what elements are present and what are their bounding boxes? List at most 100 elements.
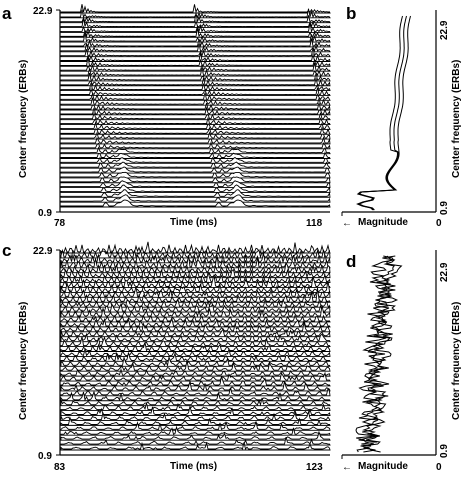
trace-line [60, 194, 331, 203]
trace-line [60, 33, 331, 43]
panel-b-y-bottom-label: 0.9 [439, 201, 450, 215]
trace-line [60, 67, 331, 77]
trace-line [60, 332, 331, 343]
trace-line [60, 77, 331, 87]
panel-d-x-axis-label: Magnitude [358, 461, 408, 472]
trace-line [60, 387, 331, 397]
trace-line [60, 441, 331, 451]
trace-line [60, 274, 331, 288]
trace-line [60, 397, 331, 407]
panel-c-x-right-label: 123 [306, 462, 323, 473]
trace-line [60, 425, 331, 436]
trace-line [60, 355, 331, 367]
trace-line [60, 322, 331, 333]
trace-line [60, 161, 331, 169]
spectrum-line [356, 15, 407, 211]
trace-line [60, 391, 331, 402]
trace-line [60, 261, 331, 274]
panel-a-traces [60, 4, 331, 208]
trace-line [60, 199, 331, 208]
trace-line [60, 82, 331, 92]
trace-line [60, 184, 331, 193]
panel-c-y-top-label: 22.9 [33, 246, 53, 257]
trace-line [60, 317, 331, 328]
trace-line [60, 156, 331, 164]
trace-line [60, 436, 331, 446]
panel-b-x-zero-label: 0 [436, 218, 442, 229]
panel-a-x-right-label: 118 [306, 218, 323, 229]
spectrum-line [362, 255, 403, 453]
panel-c-label: c [2, 241, 11, 260]
trace-line [60, 136, 331, 145]
trace-line [60, 376, 331, 387]
trace-line [60, 151, 331, 159]
trace-line [60, 416, 331, 426]
trace-line [60, 43, 331, 53]
panel-c-x-axis-label: Time (ms) [170, 461, 217, 472]
trace-line [60, 268, 331, 279]
trace-line [60, 117, 331, 125]
spectrum-line [355, 255, 395, 453]
trace-line [60, 360, 331, 372]
panel-b-x-axis-label: Magnitude [358, 217, 408, 228]
trace-line [60, 189, 331, 198]
panel-b-spectrum [356, 15, 411, 211]
panel-d-x-left-label: ← [342, 462, 352, 473]
panel-c: c 22.9 0.9 83 123 Time (ms) Center frequ… [2, 241, 331, 473]
panel-d-label: d [346, 252, 356, 271]
trace-line [60, 141, 331, 150]
panel-a-y-top-label: 22.9 [33, 6, 53, 17]
panel-a-y-axis-label: Center frequency (ERBs) [18, 60, 29, 178]
trace-line [60, 342, 331, 352]
trace-line [60, 336, 331, 348]
trace-line [60, 180, 331, 189]
trace-line [60, 430, 331, 441]
panel-a-y-bottom-label: 0.9 [38, 208, 52, 219]
panel-b-y-axis-label: Center frequency (ERBs) [451, 60, 462, 178]
panel-a: a 22.9 0.9 78 118 Time (ms) Center frequ… [2, 4, 331, 229]
trace-line [60, 92, 331, 101]
trace-line [60, 146, 331, 155]
panel-d-y-top-label: 22.9 [439, 262, 450, 282]
panel-b-x-left-label: ← [342, 218, 352, 229]
trace-line [60, 255, 331, 269]
trace-line [60, 381, 331, 392]
panel-c-y-axis-label: Center frequency (ERBs) [18, 302, 29, 420]
trace-line [60, 125, 331, 135]
panel-d: d ← Magnitude 0 0.9 22.9 Center frequenc… [341, 250, 462, 473]
panel-b-label: b [346, 4, 356, 23]
spectrum-line [357, 15, 411, 211]
trace-line [60, 241, 331, 254]
trace-line [60, 166, 331, 174]
spectrum-line [356, 15, 403, 211]
trace-line [60, 420, 331, 431]
trace-line [60, 371, 331, 382]
panel-a-label: a [2, 4, 12, 23]
trace-line [60, 305, 331, 318]
trace-line [60, 102, 331, 111]
trace-line [60, 351, 331, 362]
trace-line [60, 87, 331, 96]
trace-line [60, 271, 331, 283]
panel-d-spectrum [355, 255, 403, 453]
trace-line [60, 280, 331, 293]
trace-line [60, 176, 331, 184]
trace-line [60, 111, 331, 121]
trace-line [60, 4, 331, 14]
panel-b: b ← Magnitude 0 0.9 22.9 Center frequenc… [341, 4, 462, 229]
panel-a-x-left-label: 78 [54, 218, 66, 229]
panel-d-x-zero-label: 0 [436, 462, 442, 473]
panel-d-y-bottom-label: 0.9 [439, 444, 450, 458]
panel-a-x-axis-label: Time (ms) [170, 217, 217, 228]
trace-line [60, 120, 331, 130]
trace-line [60, 28, 331, 39]
trace-line [60, 13, 331, 24]
trace-line [60, 73, 331, 82]
trace-line [60, 327, 331, 338]
trace-line [60, 302, 331, 313]
panel-d-y-axis-label: Center frequency (ERBs) [451, 302, 462, 420]
trace-line [60, 106, 331, 116]
trace-line [60, 367, 331, 377]
trace-line [60, 52, 331, 62]
